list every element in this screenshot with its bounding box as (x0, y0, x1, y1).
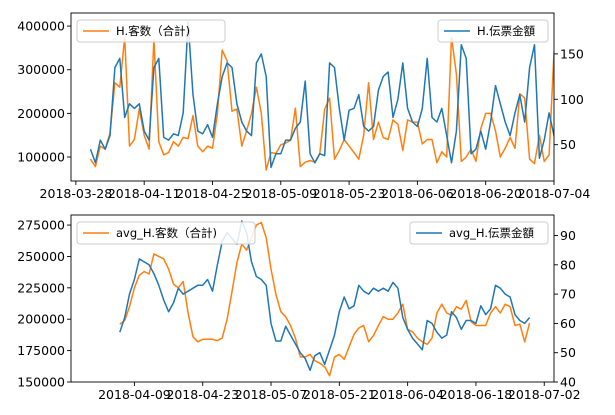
x-tick-label: 2018-06-18 (440, 387, 513, 402)
x-tick-label: 2018-05-23 (313, 186, 386, 201)
y-right-tick-label: 100 (560, 92, 584, 107)
legend-right: avg_H.伝票金額 (409, 221, 549, 245)
legend-left-label: avg_H.客数（合計) (116, 226, 217, 240)
y-left-tick-label: 400000 (17, 19, 65, 34)
series-line-left (89, 36, 554, 171)
chart-bottom: 2018-04-092018-04-232018-05-072018-05-21… (17, 214, 581, 402)
y-right-tick-label: 40 (560, 375, 576, 390)
series-line-right (89, 21, 554, 169)
y-right-tick-label: 70 (560, 287, 576, 302)
x-tick-label: 2018-07-02 (508, 387, 581, 402)
y-left-tick-label: 175000 (17, 343, 65, 358)
y-left-tick-label: 250000 (17, 249, 65, 264)
y-right-tick-label: 80 (560, 257, 576, 272)
y-right-tick-label: 50 (560, 137, 576, 152)
y-right-tick-label: 150 (560, 46, 584, 61)
legend-right-box (409, 221, 549, 245)
plot-frame (70, 214, 555, 383)
y-left-tick-label: 150000 (17, 375, 65, 390)
y-left-tick-label: 200000 (17, 106, 65, 121)
legend-right: H.伝票金額 (437, 19, 549, 43)
legend-left-box (76, 221, 256, 245)
y-left-tick-label: 200000 (17, 312, 65, 327)
x-tick-label: 2018-03-28 (40, 186, 113, 201)
x-tick-label: 2018-05-09 (244, 186, 317, 201)
y-right-tick-label: 50 (560, 345, 576, 360)
legend-right-label: H.伝票金額 (477, 24, 536, 38)
y-right-tick-label: 90 (560, 228, 576, 243)
legend-left-box (76, 19, 226, 43)
legend-left: H.客数（合計) (76, 19, 226, 43)
x-tick-label: 2018-06-20 (449, 186, 522, 201)
y-left-tick-label: 225000 (17, 280, 65, 295)
x-tick-label: 2018-04-09 (98, 387, 171, 402)
x-tick-label: 2018-04-23 (166, 387, 239, 402)
legend-left: avg_H.客数（合計) (76, 221, 256, 245)
y-left-tick-label: 300000 (17, 62, 65, 77)
y-left-tick-label: 275000 (17, 218, 65, 233)
x-tick-label: 2018-04-25 (176, 186, 249, 201)
series-line-right (119, 220, 531, 372)
x-tick-label: 2018-06-04 (371, 387, 444, 402)
x-tick-label: 2018-07-04 (518, 186, 591, 201)
plot-frame (70, 12, 555, 182)
x-tick-label: 2018-04-11 (108, 186, 181, 201)
x-tick-label: 2018-06-06 (381, 186, 454, 201)
chart-top: 2018-03-282018-04-112018-04-252018-05-09… (17, 12, 591, 201)
legend-right-box (437, 19, 549, 43)
series-line-left (119, 221, 531, 377)
x-tick-label: 2018-05-21 (303, 387, 376, 402)
y-left-tick-label: 100000 (17, 150, 65, 165)
legend-right-label: avg_H.伝票金額 (449, 226, 535, 240)
x-tick-label: 2018-05-07 (235, 387, 308, 402)
legend-left-label: H.客数（合計) (116, 24, 190, 38)
y-right-tick-label: 60 (560, 316, 576, 331)
